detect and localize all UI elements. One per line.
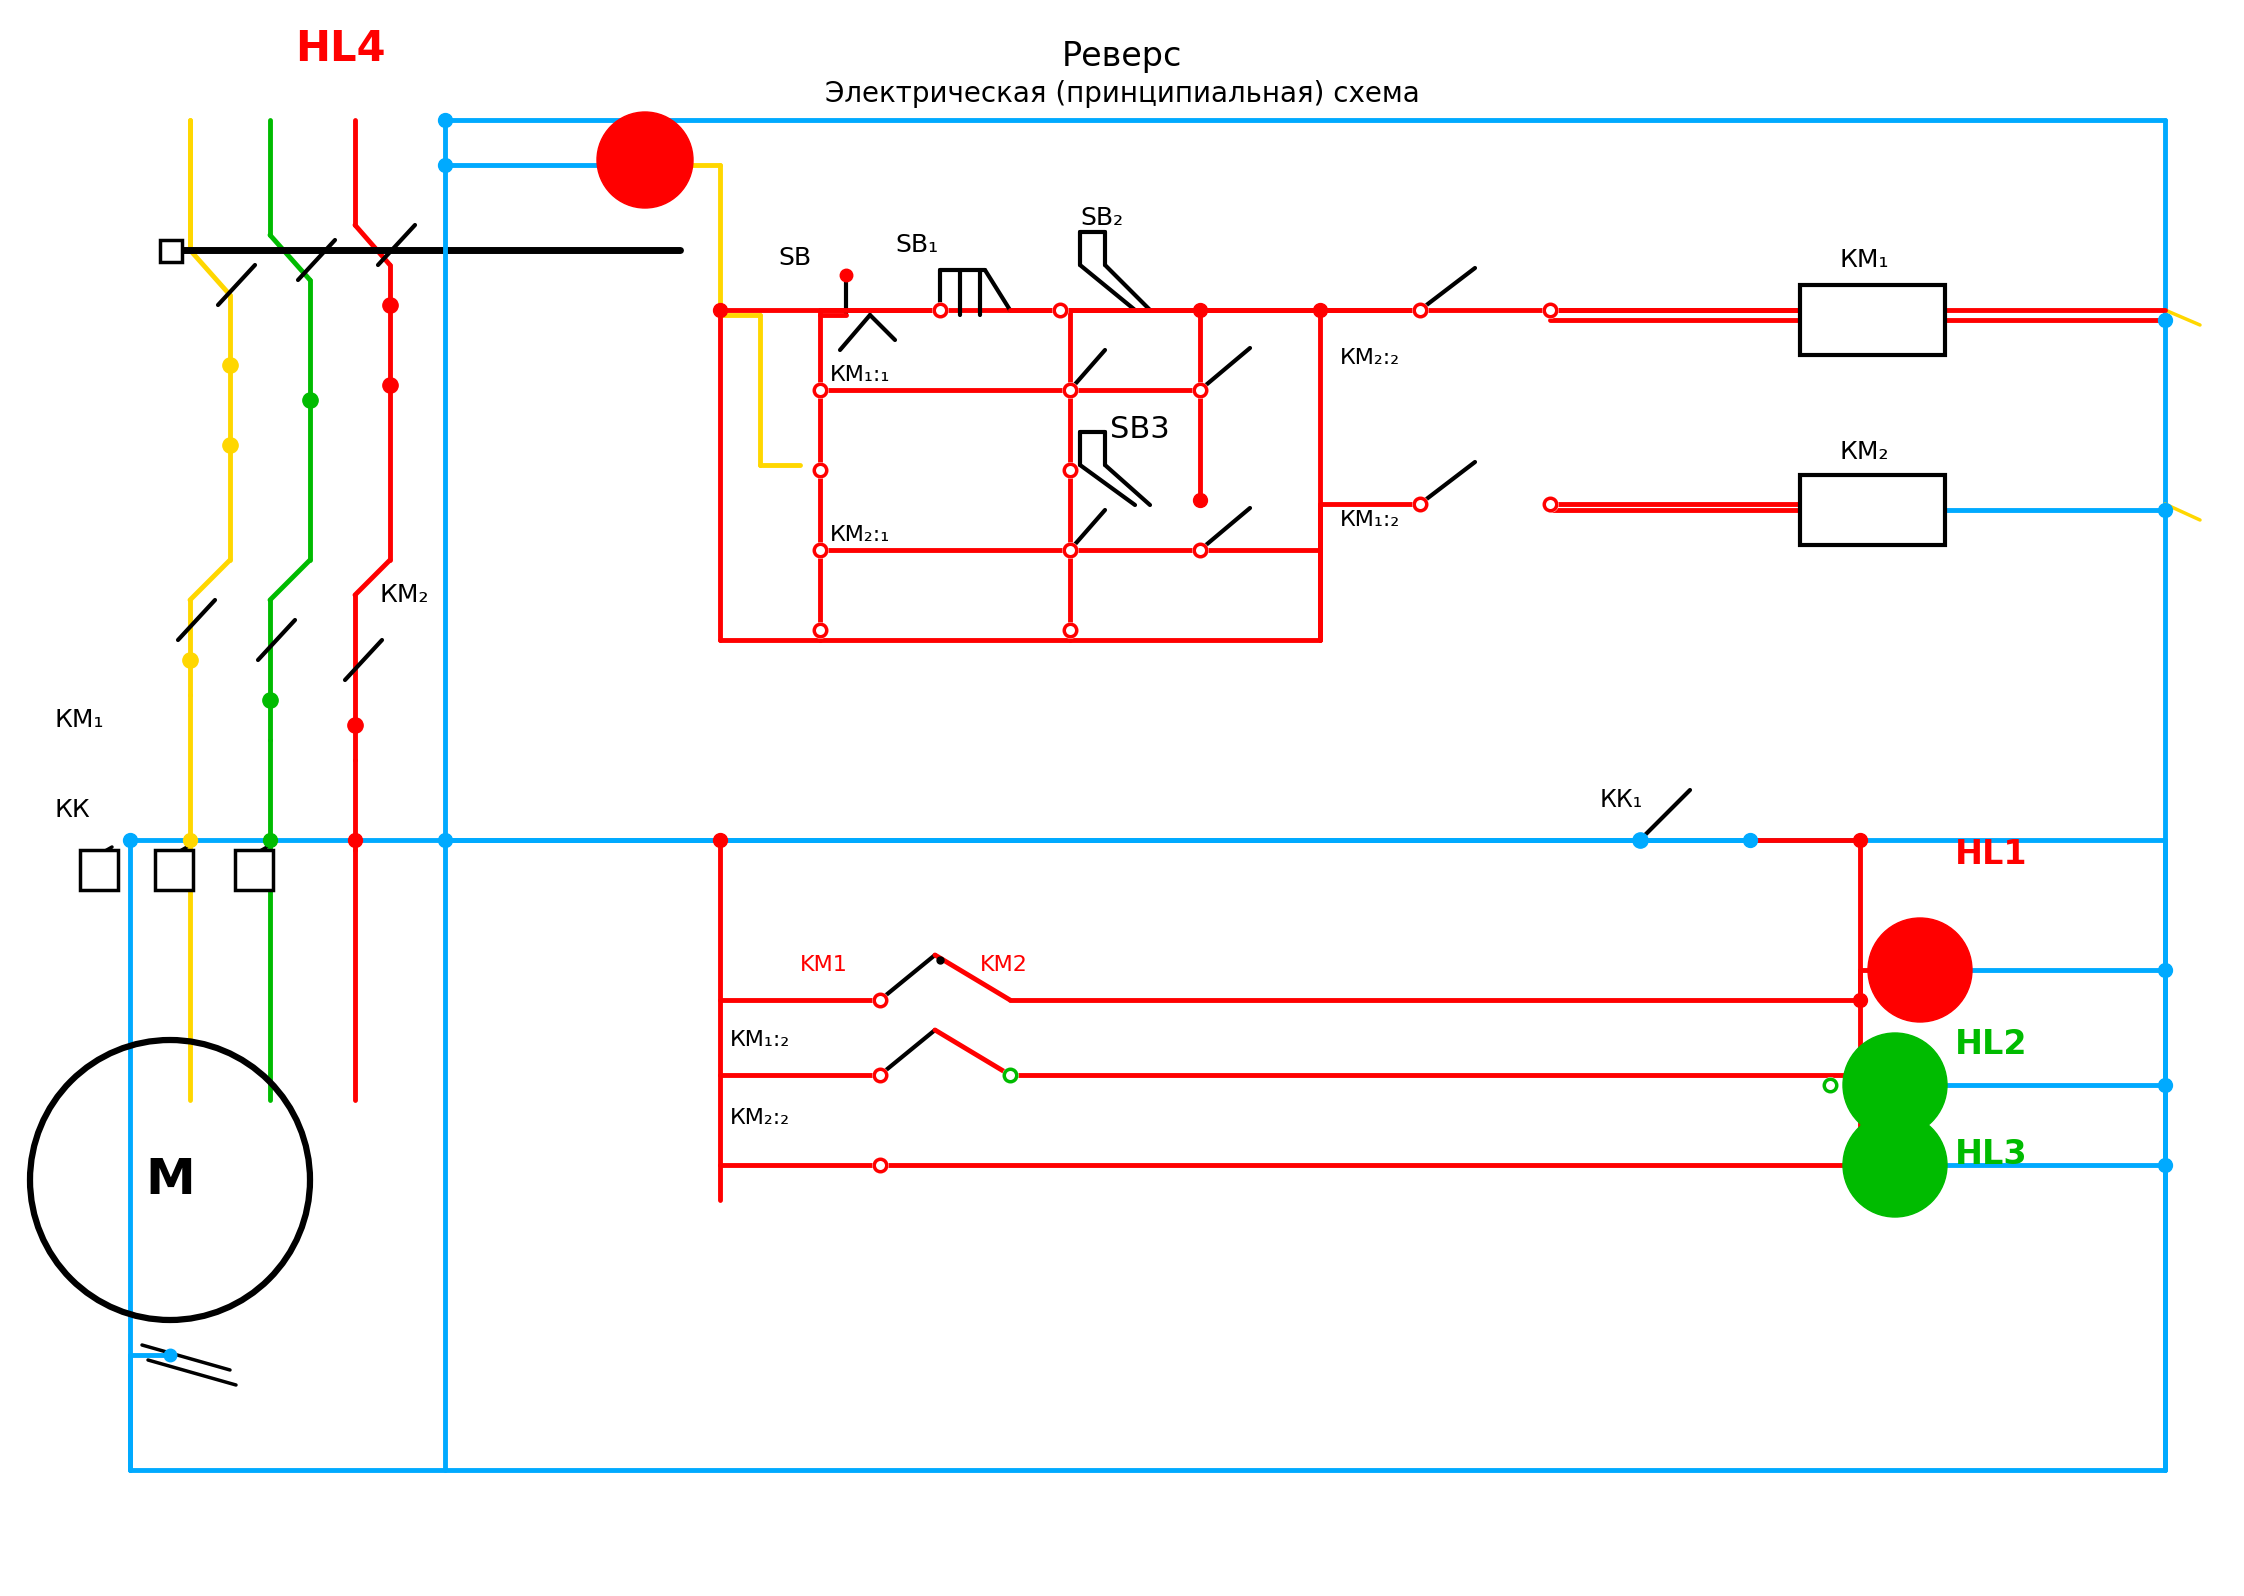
Circle shape <box>597 112 693 207</box>
Text: HL2: HL2 <box>1955 1028 2029 1061</box>
Text: Электрическая (принципиальная) схема: Электрическая (принципиальная) схема <box>824 80 1420 109</box>
Text: SB3: SB3 <box>1111 415 1169 445</box>
Text: КМ₂: КМ₂ <box>379 583 429 606</box>
Text: КМ₂: КМ₂ <box>1840 440 1889 464</box>
Text: КМ₁: КМ₁ <box>1840 247 1889 271</box>
Text: КМ₁:₂: КМ₁:₂ <box>1340 511 1400 530</box>
Text: HL1: HL1 <box>1955 838 2029 871</box>
Text: KM1: KM1 <box>801 954 848 975</box>
Text: SB: SB <box>779 246 810 270</box>
Text: КМ₂:₂: КМ₂:₂ <box>729 1108 790 1128</box>
Circle shape <box>1867 918 1972 1021</box>
Bar <box>159 239 182 262</box>
Text: КК: КК <box>56 798 90 822</box>
Text: КМ₂:₁: КМ₂:₁ <box>830 525 891 544</box>
Bar <box>81 851 119 891</box>
Text: КМ₂:₂: КМ₂:₂ <box>1340 348 1400 369</box>
Circle shape <box>1842 1112 1948 1218</box>
Bar <box>236 851 274 891</box>
Text: КМ₁:₂: КМ₁:₂ <box>729 1029 790 1050</box>
Text: SB₂: SB₂ <box>1079 206 1124 230</box>
Text: Реверс: Реверс <box>1061 40 1183 73</box>
Text: КК₁: КК₁ <box>1600 788 1643 812</box>
Circle shape <box>1842 1033 1948 1136</box>
Bar <box>1800 476 1946 544</box>
Text: SB₁: SB₁ <box>895 233 938 257</box>
Text: HL3: HL3 <box>1955 1138 2029 1171</box>
Text: М: М <box>146 1156 195 1203</box>
Bar <box>155 851 193 891</box>
Text: KM2: KM2 <box>981 954 1028 975</box>
Text: HL4: HL4 <box>294 29 386 70</box>
Text: КМ₁: КМ₁ <box>56 709 105 733</box>
Text: КМ₁:₁: КМ₁:₁ <box>830 365 891 385</box>
Bar <box>1800 286 1946 354</box>
